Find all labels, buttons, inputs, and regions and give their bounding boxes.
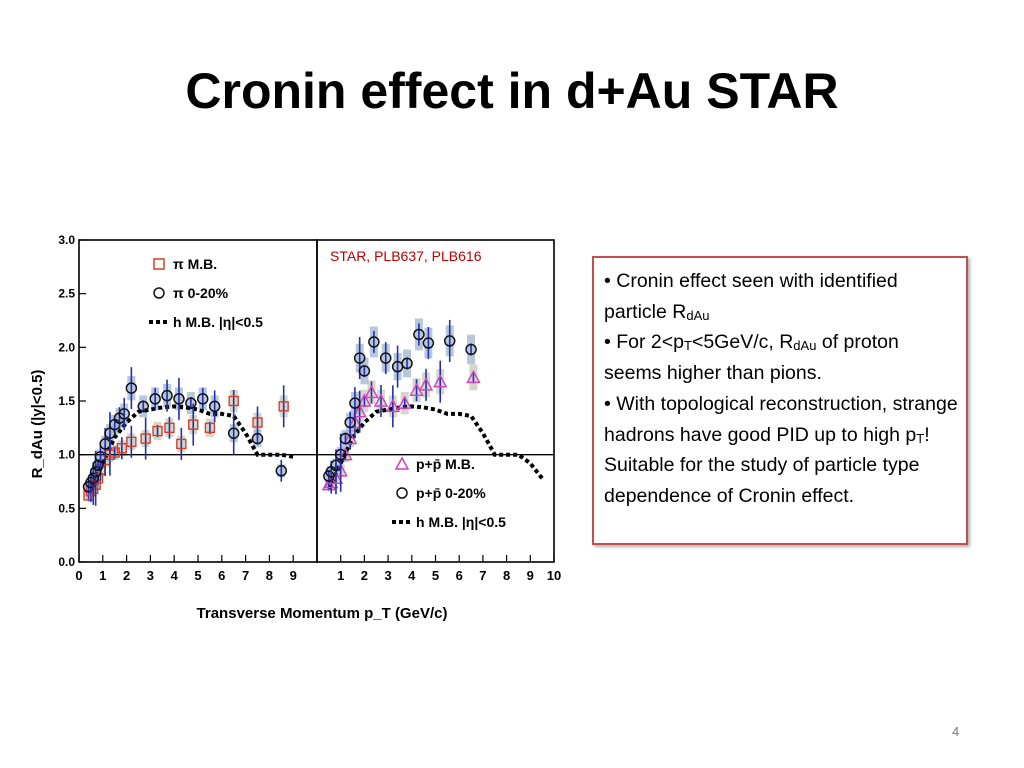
pion-central-point	[87, 472, 100, 485]
pion-central-point	[275, 465, 288, 477]
y-tick-label: 1.0	[58, 448, 75, 462]
pion-central-point	[197, 393, 209, 405]
proton-mb-point	[364, 384, 379, 399]
x-tick-label: 5	[194, 568, 201, 583]
proton-mb-point	[338, 447, 353, 461]
legend-square-icon	[153, 258, 165, 270]
proton-central-point	[349, 397, 361, 409]
proton-mb-point	[357, 393, 372, 407]
y-tick-label: 0.5	[58, 501, 75, 515]
legend-label: π 0-20%	[173, 285, 229, 301]
y-axis-label: R_dAu (|y|<0.5)	[29, 370, 46, 479]
x-axis-label: Transverse Momentum p_T (GeV/c)	[197, 605, 448, 622]
bullet-identified-rdau: • Cronin effect seen with identified par…	[604, 270, 898, 323]
legend-circle-icon	[153, 287, 165, 299]
proton-central-point	[413, 328, 425, 341]
proton-mb-point	[433, 374, 448, 388]
citation: STAR, PLB637, PLB616	[330, 248, 482, 264]
pion-mb-point	[228, 395, 239, 407]
rdau-chart: 0 1 2 3 4 5 6 7 8 90.00.51.01.52.02.53.01 2 3 4 5 6 7 8 9…	[29, 233, 561, 622]
summary-box: • Cronin effect seen with identified par…	[592, 256, 968, 545]
x-tick-label: 4	[408, 568, 416, 583]
y-tick-label: 3.0	[58, 233, 75, 247]
proton-central-point	[422, 337, 435, 349]
x-tick-label: 10	[547, 568, 561, 583]
proton-central-point	[334, 448, 347, 461]
x-tick-label: 6	[456, 568, 463, 583]
proton-mb-point	[397, 395, 412, 409]
pion-mb-point	[188, 419, 199, 430]
pion-mb-point	[140, 433, 151, 444]
pion-mb-point	[164, 422, 175, 434]
pion-mb-point	[176, 438, 187, 450]
x-tick-label: 6	[218, 568, 225, 583]
legend-label: p+p̄ 0-20%	[416, 485, 486, 501]
proton-mb-point	[352, 404, 367, 418]
pion-mb-point	[152, 425, 163, 437]
pion-central-point	[227, 427, 240, 439]
legend-label: p+p̄ M.B.	[416, 456, 475, 472]
pion-mb-point	[116, 443, 128, 454]
x-tick-label: 3	[147, 568, 154, 583]
x-tick-label: 8	[503, 568, 510, 583]
legend-label: h M.B. |η|<0.5	[416, 514, 506, 530]
proton-mb-point	[343, 431, 358, 445]
y-tick-label: 0.0	[58, 555, 75, 569]
legend-circle-icon	[396, 487, 408, 499]
x-tick-label: 8	[266, 568, 273, 583]
pion-mb-point	[204, 422, 216, 434]
proton-mb-point	[466, 369, 481, 384]
proton-central-point	[353, 352, 366, 364]
slide-title: Cronin effect in d+Au STAR	[185, 63, 839, 119]
proton-central-point	[379, 352, 392, 364]
proton-central-point	[339, 432, 352, 445]
pion-central-point	[185, 397, 197, 409]
proton-mb-point	[347, 415, 363, 429]
pion-central-point	[208, 400, 221, 413]
pion-mb-point	[126, 436, 137, 447]
proton-central-point	[344, 416, 356, 429]
y-tick-label: 1.5	[58, 394, 75, 408]
proton-mb-point	[373, 393, 389, 407]
x-tick-label: 4	[171, 568, 179, 583]
proton-central-point	[401, 357, 413, 370]
x-tick-label: 1	[99, 568, 106, 583]
pion-central-point	[104, 427, 116, 439]
x-tick-label: 7	[479, 568, 486, 583]
legend-label: h M.B. |η|<0.5	[173, 314, 263, 330]
pion-central-point	[137, 400, 150, 413]
x-tick-label: 2	[123, 568, 130, 583]
x-tick-label: 3	[384, 568, 391, 583]
legend-label: π M.B.	[173, 256, 217, 272]
bullet-strange-hadrons: • With topological reconstruction, stran…	[604, 392, 958, 507]
x-tick-label: 2	[361, 568, 368, 583]
x-tick-label: 9	[290, 568, 297, 583]
pion-central-point	[118, 408, 130, 420]
x-tick-label: 7	[242, 568, 249, 583]
bullet-proton-higher: • For 2<pT<5GeV/c, RdAu of proton seems …	[604, 331, 899, 385]
pion-central-point	[173, 393, 185, 405]
x-tick-label: 1	[337, 568, 344, 583]
x-tick-label: 0	[75, 568, 82, 583]
x-tick-label: 5	[432, 568, 439, 583]
legend-triangle-icon	[394, 456, 410, 470]
pion-central-point	[125, 382, 138, 394]
pion-central-point	[89, 466, 102, 478]
y-tick-label: 2.0	[58, 340, 75, 354]
proton-central-point	[465, 343, 477, 356]
proton-mb-point	[418, 377, 434, 391]
rdau-figure: 0 1 2 3 4 5 6 7 8 9 0.0 0.5 1.0 1.5 2.0 2.5 3.0 1 2 3 4 5 6 7 8 9…	[24, 224, 572, 638]
proton-mb-point	[385, 398, 401, 413]
pion-central-point	[161, 389, 173, 402]
x-tick-label: 9	[527, 568, 534, 583]
proton-central-point	[358, 365, 371, 377]
proton-central-point	[368, 336, 380, 348]
pion-mb-point	[278, 401, 289, 412]
pion-mb-point	[252, 417, 263, 428]
pion-central-point	[149, 393, 161, 405]
pion-central-point	[251, 432, 264, 445]
page-number: 4	[952, 724, 960, 739]
proton-central-point	[443, 335, 456, 347]
y-tick-label: 2.5	[58, 287, 75, 301]
